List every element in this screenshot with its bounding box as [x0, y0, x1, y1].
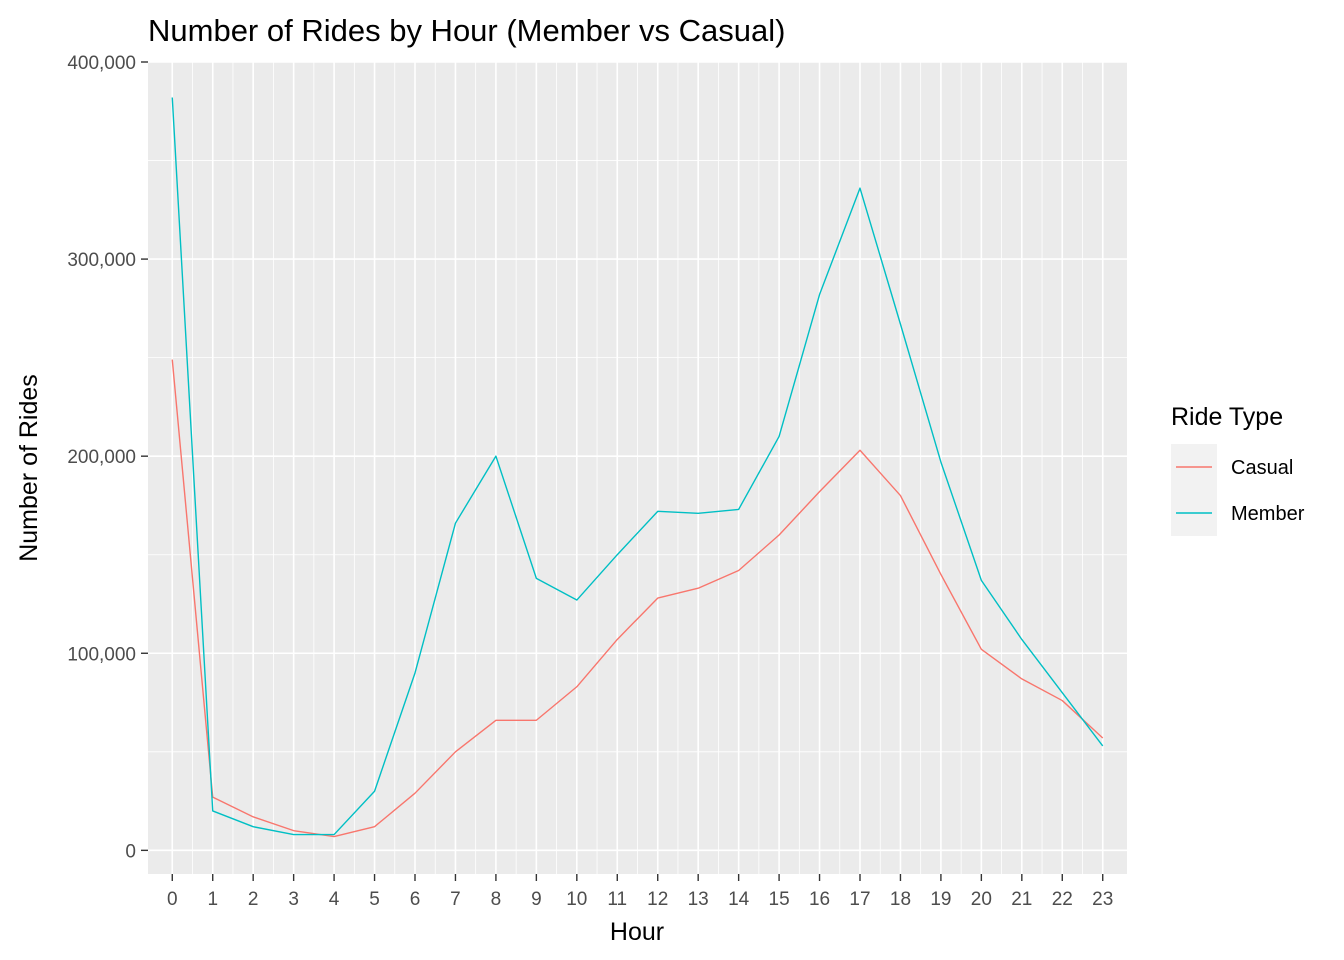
- x-tick-label: 3: [288, 889, 299, 910]
- series-line-casual: [171, 359, 1104, 838]
- x-tick-label: 15: [769, 889, 790, 910]
- x-tick-label: 9: [531, 889, 542, 910]
- x-tick-label: 20: [971, 889, 992, 910]
- x-tick-label: 12: [647, 889, 668, 910]
- chart-title: Number of Rides by Hour (Member vs Casua…: [148, 13, 785, 48]
- y-tick-label: 0: [125, 841, 136, 862]
- x-tick-label: 19: [930, 889, 951, 910]
- minor-gridlines: [148, 62, 1127, 874]
- x-tick-label: 7: [450, 889, 461, 910]
- legend-label-casual: Casual: [1231, 457, 1293, 479]
- x-tick-label: 23: [1092, 889, 1113, 910]
- y-axis-title: Number of Rides: [15, 374, 43, 562]
- y-tick-label: 200,000: [67, 447, 136, 468]
- y-tick-label: 300,000: [67, 250, 136, 271]
- y-tick-label: 100,000: [67, 644, 136, 665]
- legend-label-member: Member: [1231, 503, 1305, 525]
- x-tick-label: 16: [809, 889, 830, 910]
- x-tick-label: 17: [849, 889, 870, 910]
- x-tick-label: 10: [566, 889, 587, 910]
- x-tick-label: 2: [248, 889, 259, 910]
- x-tick-label: 6: [410, 889, 421, 910]
- series-line-member: [171, 97, 1104, 836]
- legend: Ride Type Casual Member: [1171, 403, 1305, 536]
- x-tick-label: 18: [890, 889, 911, 910]
- x-tick-label: 22: [1052, 889, 1073, 910]
- x-axis-title: Hour: [610, 918, 664, 946]
- x-tick-label: 14: [728, 889, 750, 910]
- series-lines: [171, 97, 1104, 838]
- x-tick-label: 5: [369, 889, 380, 910]
- x-tick-label: 11: [607, 889, 627, 910]
- x-tick-label: 13: [688, 889, 709, 910]
- x-tick-label: 0: [167, 889, 178, 910]
- x-axis: 0 1 2 3 4 5 6 7 8 9 10 11 12 13 14 15 16 17 18 19 20 21 22 23: [167, 874, 1113, 910]
- x-tick-label: 4: [329, 889, 340, 910]
- y-axis: 0 100,000 200,000 300,000 400,000: [67, 53, 148, 862]
- major-gridlines: [148, 61, 1127, 874]
- legend-title: Ride Type: [1171, 403, 1283, 431]
- x-tick-label: 21: [1011, 889, 1032, 910]
- x-tick-label: 8: [491, 889, 502, 910]
- y-tick-label: 400,000: [67, 53, 136, 74]
- x-tick-label: 1: [207, 889, 218, 910]
